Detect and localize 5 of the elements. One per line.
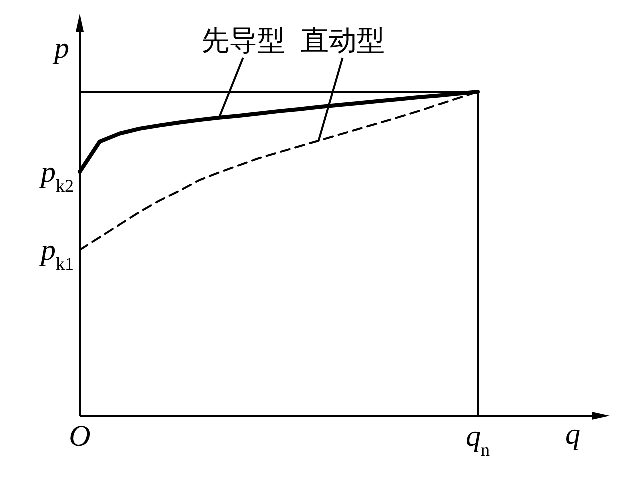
xlabel: q (566, 418, 580, 451)
annotation: p$_{k1}$ (41, 234, 74, 274)
series-label: 先导型 (201, 25, 286, 56)
ylabel: p (54, 32, 70, 65)
annotation: p$_{k2}$ (41, 156, 74, 196)
